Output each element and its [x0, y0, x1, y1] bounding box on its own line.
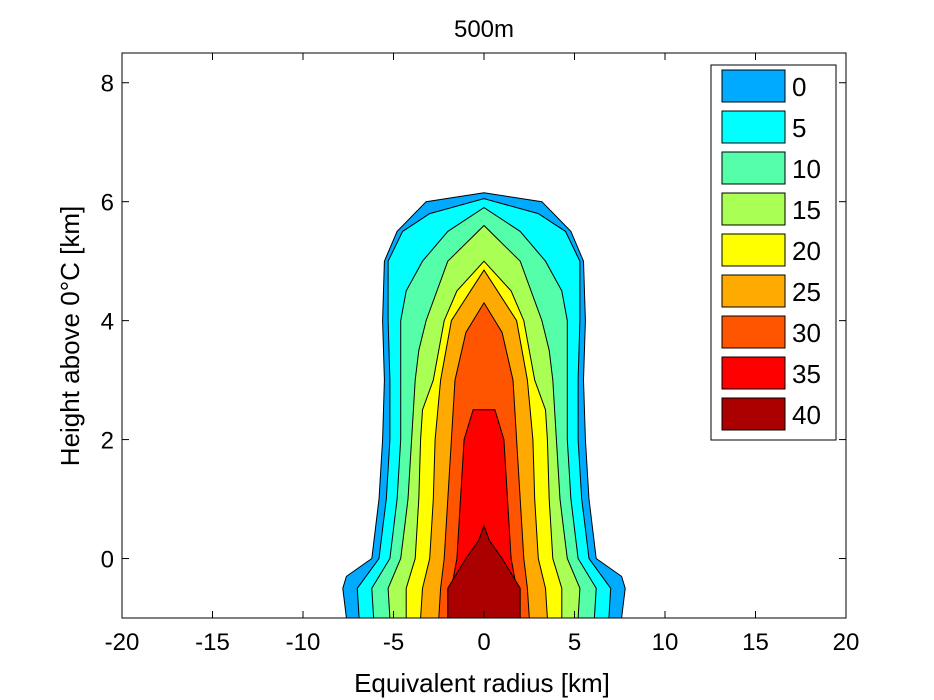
- legend-label-20: 20: [792, 236, 821, 266]
- legend-label-10: 10: [792, 154, 821, 184]
- legend-label-5: 5: [792, 113, 806, 143]
- legend-swatch-30: [721, 315, 786, 349]
- legend-swatch-35: [721, 356, 786, 390]
- x-tick-label: -15: [195, 629, 230, 656]
- y-tick-label: 8: [101, 71, 114, 98]
- legend-swatch-10: [721, 151, 786, 185]
- y-tick-label: 2: [101, 428, 114, 455]
- x-tick-label: -10: [286, 629, 321, 656]
- legend-swatch-15: [721, 192, 786, 226]
- x-tick-label: 20: [833, 629, 860, 656]
- legend-swatch-20: [721, 233, 786, 267]
- legend-label-0: 0: [792, 72, 806, 102]
- y-tick-label: 0: [101, 547, 114, 574]
- contour-level-40: [447, 524, 521, 619]
- legend: 0 5 10 15 20 25 30 35 40: [710, 64, 837, 441]
- legend-label-35: 35: [792, 359, 821, 389]
- legend-items: 0 5 10 15 20 25 30 35 40: [721, 69, 821, 431]
- legend-swatch-5: [721, 110, 786, 144]
- contour-fills: [342, 192, 626, 619]
- legend-label-25: 25: [792, 277, 821, 307]
- legend-label-30: 30: [792, 318, 821, 348]
- x-tick-label: 5: [568, 629, 581, 656]
- x-tick-label: 15: [742, 629, 769, 656]
- x-tick-label: -5: [383, 629, 404, 656]
- y-tick-label: 6: [101, 190, 114, 217]
- y-axis-label: Height above 0°C [km]: [55, 206, 85, 466]
- legend-swatch-25: [721, 274, 786, 308]
- legend-label-15: 15: [792, 195, 821, 225]
- x-axis-label: Equivalent radius [km]: [354, 668, 610, 698]
- x-tick-label: 0: [477, 629, 490, 656]
- x-tick-label: -20: [105, 629, 140, 656]
- axis-ticks: -20 -15 -10 -5 0 5 10 15 20 0 2 4 6 8: [101, 53, 860, 656]
- legend-swatch-0: [721, 69, 786, 103]
- legend-label-40: 40: [792, 400, 821, 430]
- x-tick-label: 10: [652, 629, 679, 656]
- legend-swatch-40: [721, 397, 786, 431]
- y-tick-label: 4: [101, 309, 114, 336]
- chart-title: 500m: [454, 16, 514, 43]
